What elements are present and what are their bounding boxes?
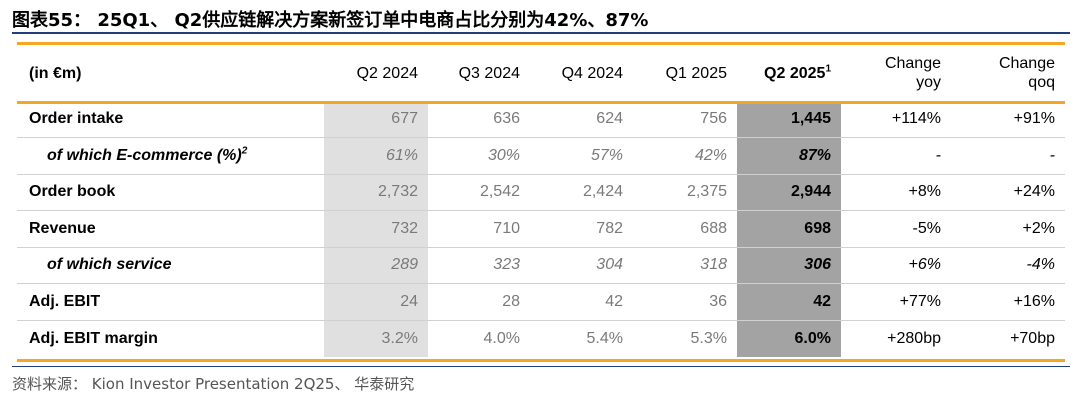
- row-label: Order book: [17, 173, 324, 211]
- cell-q1-2025: 318: [633, 246, 737, 284]
- cell-q3-2024: 636: [493, 110, 520, 127]
- cell-q4-2024: 57%: [530, 137, 633, 174]
- cell-q2-2025: 42: [737, 283, 841, 320]
- row-label-text: Adj. EBIT: [29, 292, 101, 310]
- header-q1-2025: Q1 2025: [665, 64, 727, 82]
- row-label-text: Order intake: [29, 110, 124, 127]
- cell-q1-2025: 42%: [633, 137, 737, 174]
- cell-q2-2025: 2,944: [737, 173, 841, 211]
- table-top-rule: [17, 42, 1065, 45]
- table-row: Revenue 732 710 782 688 698 -5% +2%: [17, 210, 1065, 247]
- table-row: of which E-commerce (%)2 61% 30% 57% 42% 87% -…: [17, 137, 1065, 174]
- cell-q4-2024: 782: [530, 210, 633, 247]
- footnote-marker: 2: [241, 145, 248, 157]
- header-change-qoq-line1: Change: [998, 55, 1055, 72]
- header-q2-2025: Q2 20251: [737, 45, 841, 101]
- cell-yoy: +280bp: [841, 319, 951, 357]
- cell-q2-2025: 306: [737, 246, 841, 284]
- financial-table: (in €m) Q2 2024 Q3 2024 Q4 2024 Q1 2025 …: [17, 45, 1065, 357]
- row-label: of which service: [17, 246, 324, 284]
- row-label-text: of which service: [47, 256, 172, 274]
- header-q4-2024: Q4 2024: [561, 64, 623, 82]
- cell-q1-2025: 688: [633, 210, 737, 247]
- cell-qoq: +16%: [951, 283, 1065, 320]
- table-row: of which service 289 323 304 318 306 +6% -4%: [17, 246, 1065, 284]
- source-note: 资料来源： Kion Investor Presentation 2Q25、 华…: [12, 375, 415, 393]
- cell-q2-2025: 1,445: [737, 101, 841, 138]
- cell-q4-2024: 5.4%: [530, 319, 633, 357]
- figure-title: 图表55： 25Q1、 Q2供应链解决方案新签订单中电商占比分别为42%、87%: [12, 10, 649, 31]
- cell-yoy: -: [841, 137, 951, 174]
- cell-qoq: -4%: [951, 246, 1065, 284]
- cell-q2-2024: 677: [324, 101, 428, 138]
- row-label-text: Revenue: [29, 219, 96, 237]
- cell-q1-2025: 5.3%: [633, 319, 737, 357]
- title-rule: [12, 32, 1070, 34]
- cell-q3-2024: 323: [428, 246, 530, 284]
- header-q3-2024: Q3 2024: [458, 64, 520, 82]
- cell-q4-2024: 304: [530, 246, 633, 284]
- table-bottom-rule: [17, 359, 1065, 362]
- cell-qoq: -: [951, 137, 1065, 174]
- row-label-text: Adj. EBIT margin: [29, 329, 158, 347]
- row-label: Adj. EBIT margin: [17, 319, 324, 357]
- cell-yoy: +77%: [841, 283, 951, 320]
- table-row: Order book 2,732 2,542 2,424 2,375 2,944 +8% +2…: [17, 173, 1065, 211]
- header-change-yoy-line1: Change: [884, 55, 941, 72]
- header-row: (in €m) Q2 2024 Q3 2024 Q4 2024 Q1 2025 …: [17, 45, 1065, 101]
- header-change-qoq: Change qoq: [951, 45, 1065, 101]
- cell-q4-2024: 42: [530, 283, 633, 320]
- row-label-text: Order book: [29, 183, 116, 201]
- cell-q2-2024: 2,732: [324, 173, 428, 211]
- header-change-yoy: Change yoy: [841, 45, 951, 101]
- header-change-qoq-line2: qoq: [1028, 74, 1055, 91]
- cell-q3-2024: 30%: [428, 137, 530, 174]
- row-label: Adj. EBIT: [17, 283, 324, 320]
- cell-q3-2024: 28: [428, 283, 530, 320]
- cell-yoy: +8%: [841, 173, 951, 211]
- header-bottom-rule: [17, 101, 1065, 104]
- header-q2-2024: Q2 2024: [356, 64, 418, 82]
- cell-q2-2024: 61%: [324, 137, 428, 174]
- cell-qoq: +24%: [951, 173, 1065, 211]
- cell-qoq: +2%: [951, 210, 1065, 247]
- cell-qoq: +70bp: [951, 319, 1065, 357]
- cell-yoy: +6%: [841, 246, 951, 284]
- header-q2-2025-text: Q2 2025: [764, 64, 826, 82]
- cell-q1-2025: 756: [700, 110, 727, 127]
- cell-q2-2024: 24: [324, 283, 428, 320]
- row-label-text: of which E-commerce (%): [47, 146, 242, 164]
- cell-q1-2025: 2,375: [633, 173, 737, 211]
- cell-yoy: +114%: [891, 110, 941, 127]
- cell-q2-2025: 6.0%: [737, 319, 841, 357]
- row-label: Revenue: [17, 210, 324, 247]
- row-label: Order intake: [17, 101, 324, 138]
- cell-q3-2024: 710: [428, 210, 530, 247]
- footnote-marker: 1: [825, 63, 831, 75]
- table-row: Order intake 677 636 624 756 1,445 +114% +91%: [17, 101, 1065, 138]
- cell-q2-2025: 87%: [737, 137, 841, 174]
- cell-q2-2025: 698: [737, 210, 841, 247]
- cell-q2-2024: 289: [324, 246, 428, 284]
- cell-qoq: +91%: [1013, 110, 1055, 127]
- header-change-yoy-line2: yoy: [916, 74, 941, 91]
- cell-q2-2024: 732: [324, 210, 428, 247]
- cell-q4-2024: 624: [596, 110, 623, 127]
- cell-q4-2024: 2,424: [530, 173, 633, 211]
- cell-q2-2024: 3.2%: [324, 319, 428, 357]
- cell-q1-2025: 36: [633, 283, 737, 320]
- table-row: Adj. EBIT margin 3.2% 4.0% 5.4% 5.3% 6.0% +280…: [17, 319, 1065, 357]
- header-label: (in €m): [29, 64, 82, 82]
- source-rule: [12, 366, 1070, 367]
- table-row: Adj. EBIT 24 28 42 36 42 +77% +16%: [17, 283, 1065, 320]
- cell-q3-2024: 4.0%: [428, 319, 530, 357]
- row-label: of which E-commerce (%)2: [17, 137, 324, 174]
- cell-q3-2024: 2,542: [428, 173, 530, 211]
- cell-yoy: -5%: [841, 210, 951, 247]
